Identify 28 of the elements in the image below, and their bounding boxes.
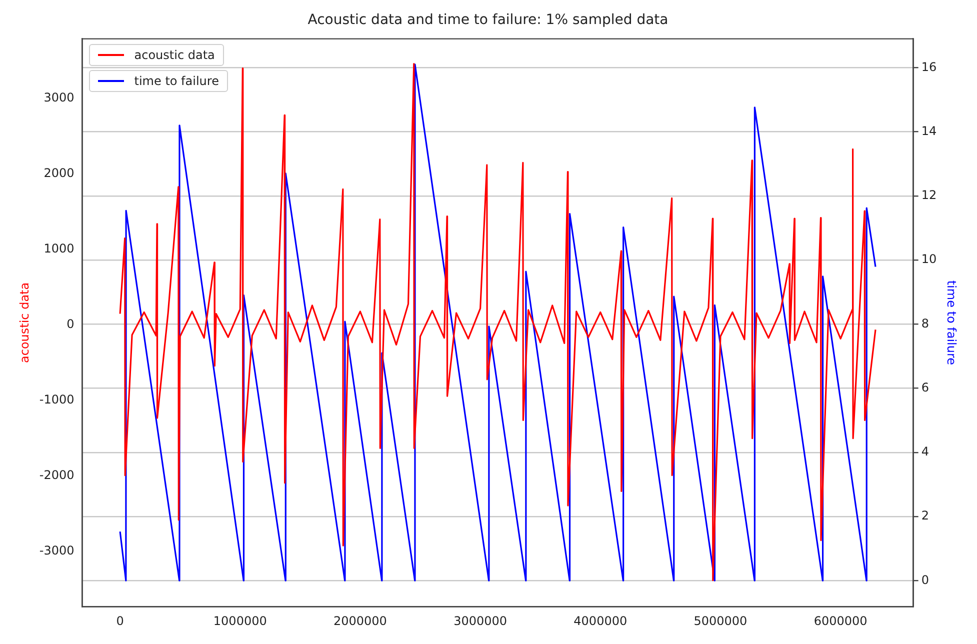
y2-tick-label: 16 [921,60,937,74]
legend-label: time to failure [134,74,219,88]
y2-tick-label: 14 [921,124,937,138]
y2-tick-label: 2 [921,508,929,523]
y-tick-label: -3000 [39,544,74,558]
y2-tick-label: 6 [921,380,929,394]
x-tick-label: 6000000 [814,614,868,628]
x-tick-label: 0 [116,614,124,628]
y2-tick-label: 10 [921,252,937,266]
y2-axis-title: time to failure [944,280,959,366]
x-tick-label: 1000000 [213,614,267,628]
chart-title: Acoustic data and time to failure: 1% sampled data [308,12,668,28]
y-axis-title: acoustic data [17,282,32,364]
y2-tick-label: 12 [921,188,937,202]
y2-tick-label: 8 [921,316,929,330]
x-tick-label: 5000000 [694,614,748,628]
y-tick-label: 0 [66,317,74,332]
y-tick-label: 1000 [44,242,74,256]
x-tick-label: 3000000 [454,614,508,628]
y-tick-label: -1000 [39,392,74,407]
y2-tick-label: 0 [921,572,929,587]
y-tick-label: -2000 [39,468,74,482]
y2-tick-label: 4 [921,444,929,459]
legend-label: acoustic data [134,48,215,62]
x-tick-label: 2000000 [333,614,387,628]
y-tick-label: 2000 [44,166,74,180]
y-tick-label: 3000 [44,90,74,105]
x-tick-label: 4000000 [574,614,628,628]
